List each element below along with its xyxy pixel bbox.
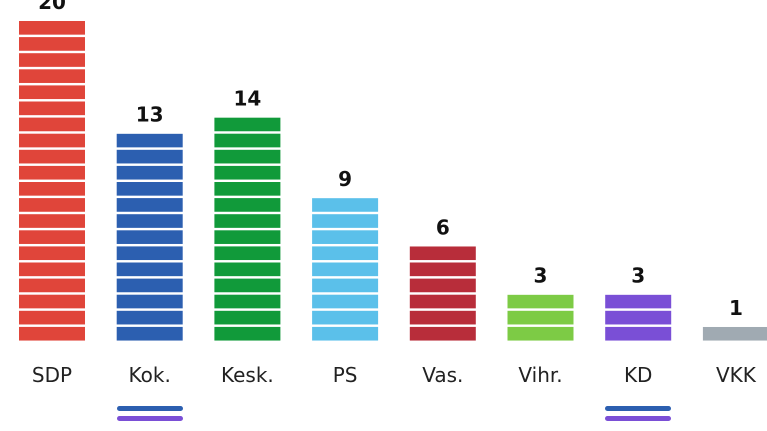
bar <box>214 117 281 343</box>
x-tick-label: Kok. <box>129 363 171 387</box>
x-tick-label: PS <box>333 363 358 387</box>
bar <box>702 326 767 343</box>
x-tick-label: Vihr. <box>518 363 562 387</box>
value-label: 9 <box>338 167 352 191</box>
value-label: 14 <box>233 87 261 111</box>
x-tick-label: Kesk. <box>221 363 274 387</box>
coalition-line <box>605 416 671 421</box>
x-tick-label: Vas. <box>422 363 463 387</box>
x-tick-label: VKK <box>716 363 757 387</box>
bar <box>116 133 183 343</box>
x-tick-label: SDP <box>32 363 72 387</box>
coalition-line <box>117 406 183 411</box>
bar <box>507 294 574 343</box>
bar <box>409 246 476 343</box>
coalition-line <box>117 416 183 421</box>
bar <box>605 294 672 343</box>
coalition-line <box>605 406 671 411</box>
x-tick-label: KD <box>624 363 653 387</box>
value-label: 6 <box>436 215 450 239</box>
bar <box>312 198 379 343</box>
value-label: 1 <box>729 296 743 320</box>
coalition-marker <box>117 406 671 421</box>
value-label: 3 <box>631 264 645 288</box>
value-label: 20 <box>38 0 66 14</box>
bar <box>19 21 85 343</box>
value-label: 3 <box>534 264 548 288</box>
value-label: 13 <box>136 103 164 127</box>
